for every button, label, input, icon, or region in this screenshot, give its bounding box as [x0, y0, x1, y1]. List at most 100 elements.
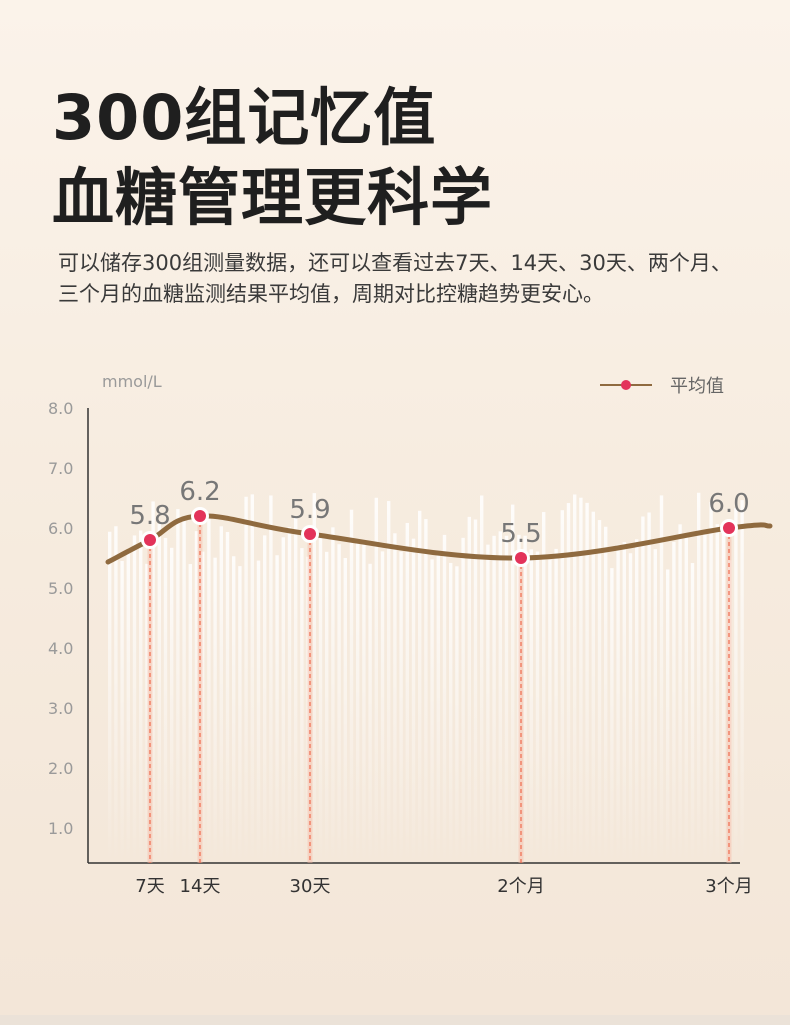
background-bar [170, 547, 174, 863]
background-bar [368, 563, 372, 863]
y-tick-label: 3.0 [48, 699, 73, 718]
background-bar [560, 510, 564, 863]
background-bar [201, 551, 205, 863]
background-bar [120, 560, 124, 863]
background-bar [182, 518, 186, 863]
background-bar [604, 526, 608, 863]
background-bars [108, 492, 744, 863]
background-bar [697, 492, 701, 863]
background-bar [157, 524, 161, 863]
background-bar [325, 551, 329, 863]
background-bar [616, 544, 620, 863]
background-bar [281, 537, 285, 863]
y-tick-label: 6.0 [48, 519, 73, 538]
y-tick-label: 4.0 [48, 639, 73, 658]
background-bar [356, 542, 360, 863]
background-bar [703, 534, 707, 863]
background-bar [213, 557, 217, 863]
y-tick-label: 2.0 [48, 759, 73, 778]
background-bar [622, 542, 626, 863]
background-bar [480, 495, 484, 863]
background-bar [387, 501, 391, 863]
background-bar [374, 497, 378, 863]
background-bar [139, 530, 143, 863]
background-bar [610, 568, 614, 863]
data-label: 5.8 [129, 501, 170, 531]
background-bar [151, 501, 155, 863]
background-bar [411, 538, 416, 863]
background-bar [566, 503, 571, 863]
background-bar [108, 531, 112, 863]
background-bar [244, 496, 248, 863]
background-bar [418, 510, 422, 863]
background-bar [535, 551, 540, 863]
background-bar [585, 502, 589, 863]
background-bar [591, 511, 595, 863]
x-tick-label: 2个月 [497, 876, 544, 897]
background-bar [163, 537, 168, 863]
background-bar [672, 541, 676, 863]
background-bar [207, 517, 211, 863]
background-bar [380, 551, 385, 863]
background-bar [232, 556, 236, 863]
background-bar [318, 535, 323, 863]
background-bar [641, 516, 645, 863]
background-bar [188, 564, 192, 863]
background-bar [461, 537, 465, 863]
background-bar [312, 493, 316, 863]
background-bar [349, 509, 354, 863]
headline: 300组记忆值 血糖管理更科学 [52, 78, 493, 238]
background-bar [504, 535, 509, 863]
background-bar [331, 527, 335, 863]
background-bar [511, 504, 515, 863]
background-bar [263, 535, 267, 863]
x-tick-label: 3个月 [705, 876, 752, 897]
background-bar [721, 533, 726, 863]
x-tick-label: 14天 [180, 876, 221, 897]
data-point [515, 552, 527, 564]
background-bar [523, 535, 527, 863]
background-bar [690, 563, 695, 863]
background-bar [287, 527, 292, 863]
background-bar [653, 549, 657, 863]
background-bar [145, 563, 149, 863]
data-point [723, 522, 735, 534]
background-bar [275, 555, 279, 863]
background-bar [678, 524, 682, 863]
background-bar [424, 519, 428, 863]
background-bar [126, 550, 130, 863]
background-bar [194, 531, 199, 863]
data-point [304, 528, 316, 540]
x-tick-label: 7天 [135, 876, 164, 897]
bottom-strip [0, 1015, 790, 1025]
y-tick-label: 7.0 [48, 459, 73, 478]
background-bar [734, 508, 738, 863]
data-label: 5.9 [289, 495, 330, 525]
description: 可以储存300组测量数据，还可以查看过去7天、14天、30天、两个月、三个月的血… [58, 251, 732, 306]
background-bar [573, 494, 577, 863]
guide-glow [726, 528, 732, 863]
data-label: 6.0 [708, 489, 749, 519]
background-bar [449, 562, 453, 863]
background-bar [219, 526, 223, 863]
background-bar [256, 560, 261, 863]
background-bar [492, 535, 496, 863]
background-bar [430, 559, 434, 863]
background-bar [176, 509, 180, 863]
background-bar [740, 500, 744, 863]
background-bar [225, 531, 230, 863]
background-bar [529, 549, 533, 863]
guide-glow [197, 516, 203, 863]
background-bar [554, 548, 558, 863]
background-bar [238, 566, 242, 863]
background-bar [250, 494, 254, 863]
background-bar [132, 535, 137, 863]
legend-label: 平均值 [670, 376, 724, 397]
background-bar [473, 519, 478, 863]
background-bar [455, 566, 459, 863]
background-bar [542, 512, 546, 863]
background-bar [647, 512, 651, 863]
headline-line-2: 血糖管理更科学 [52, 161, 494, 234]
background-bar [393, 533, 397, 863]
